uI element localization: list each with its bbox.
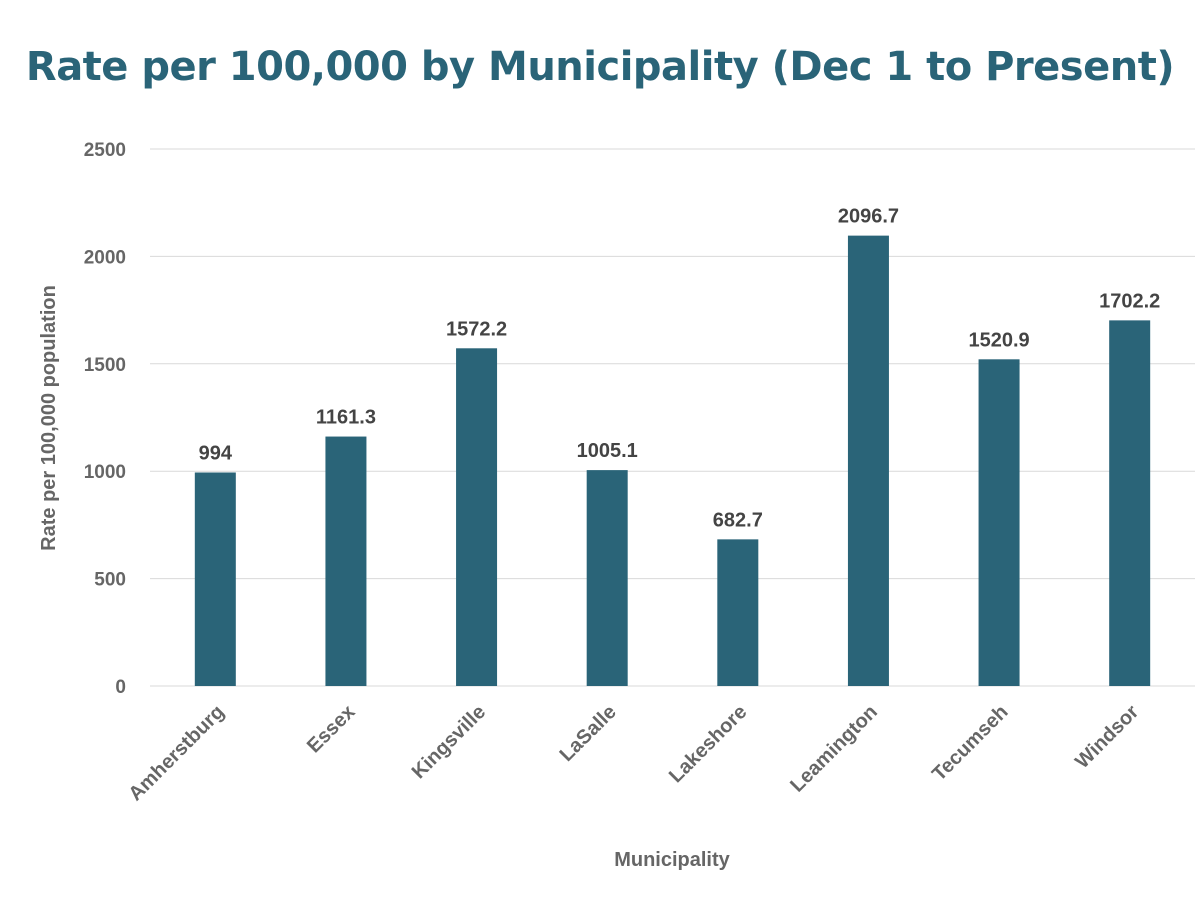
bar-windsor xyxy=(1109,320,1151,686)
bar-essex xyxy=(325,436,367,686)
x-tick-label: LaSalle xyxy=(556,701,621,766)
data-labels: 994 1161.3 1572.2 1005.1 682.7 2096.7 1520.9 17… xyxy=(199,206,1161,532)
y-tick-label: 2000 xyxy=(84,247,126,268)
gridlines xyxy=(150,148,1195,687)
x-tick-label: Leamington xyxy=(786,701,882,797)
bars xyxy=(194,235,1151,686)
data-label: 1572.2 xyxy=(446,318,507,340)
x-tick-label: Essex xyxy=(303,701,359,757)
chart-title: Rate per 100,000 by Municipality (Dec 1 … xyxy=(25,44,1175,90)
data-label: 1702.2 xyxy=(1099,290,1160,312)
bar-lasalle xyxy=(586,470,628,686)
data-label: 1005.1 xyxy=(577,440,638,462)
y-tick-label: 2500 xyxy=(84,140,126,161)
y-tick-label: 0 xyxy=(115,677,126,698)
x-tick-label: Kingsville xyxy=(408,701,490,783)
x-tick-label: Amherstburg xyxy=(124,701,228,805)
y-tick-label: 1500 xyxy=(84,355,126,376)
x-tick-label: Lakeshore xyxy=(665,701,751,787)
x-axis-ticks: Amherstburg Essex Kingsville LaSalle Lakesho… xyxy=(124,701,1143,805)
x-axis-label: Municipality xyxy=(614,849,730,871)
bar-amherstburg xyxy=(194,472,236,686)
x-tick-label: Tecumseh xyxy=(928,701,1012,785)
y-tick-label: 1000 xyxy=(84,462,126,483)
data-label: 1161.3 xyxy=(316,407,376,429)
bar-lakeshore xyxy=(717,539,759,686)
data-label: 2096.7 xyxy=(838,206,899,228)
bar-kingsville xyxy=(456,348,498,686)
y-axis-ticks: 0 500 1000 1500 2000 2500 xyxy=(84,140,126,698)
y-axis-label: Rate per 100,000 population xyxy=(38,285,60,551)
y-tick-label: 500 xyxy=(94,570,126,591)
bar-leamington xyxy=(847,235,889,686)
data-label: 1520.9 xyxy=(968,329,1029,351)
x-tick-label: Windsor xyxy=(1071,701,1143,773)
data-label: 682.7 xyxy=(713,509,763,531)
bar-tecumseh xyxy=(978,359,1020,686)
data-label: 994 xyxy=(199,442,233,464)
